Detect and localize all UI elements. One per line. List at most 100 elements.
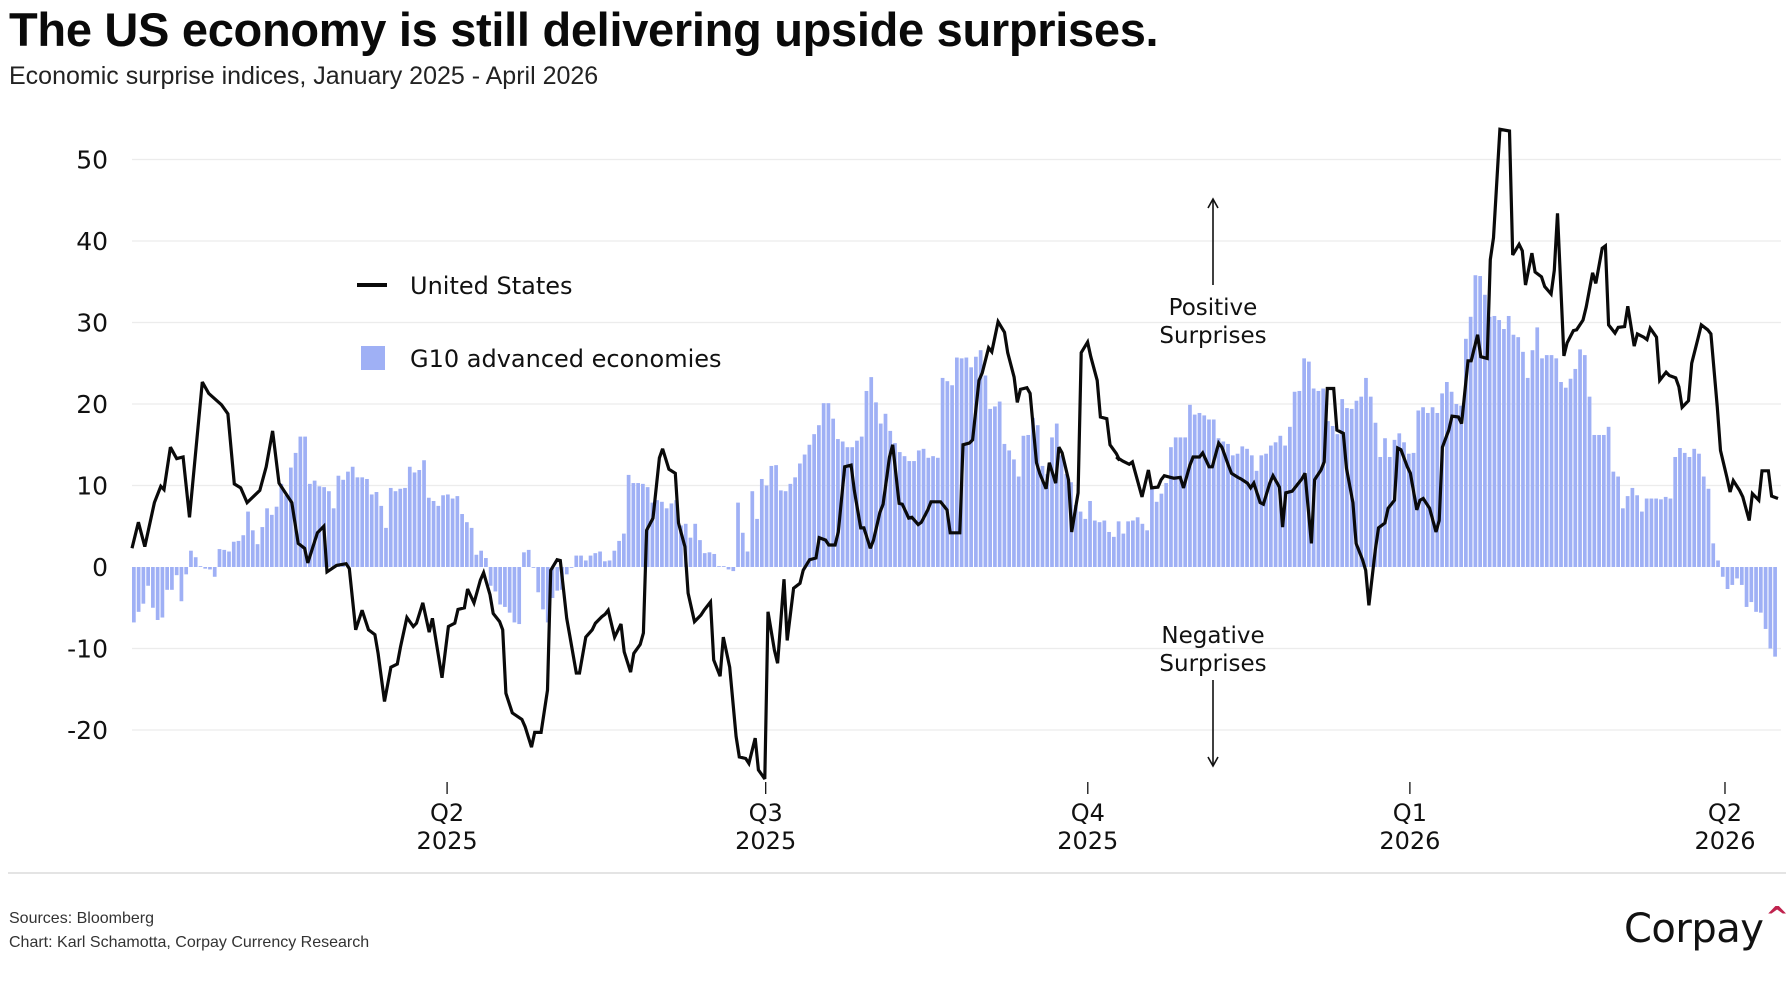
g10-bar <box>564 567 569 575</box>
y-tick-label: -20 <box>67 716 108 745</box>
g10-bar <box>417 470 422 567</box>
g10-bar <box>1307 361 1311 567</box>
g10-bar <box>926 457 931 567</box>
g10-bar <box>1268 445 1273 567</box>
g10-bar <box>284 495 288 567</box>
logo-wordmark: Corpay <box>1624 906 1764 952</box>
g10-bar <box>193 557 198 567</box>
g10-bar <box>1616 476 1620 567</box>
g10-bar <box>878 423 883 567</box>
g10-bar <box>1107 531 1111 568</box>
g10-bar <box>1649 498 1654 567</box>
g10-bar <box>726 567 731 570</box>
g10-bar <box>740 532 745 567</box>
g10-bar <box>1245 448 1249 567</box>
g10-bar <box>1430 407 1435 567</box>
g10-bar <box>488 567 493 586</box>
g10-bar <box>1335 434 1340 567</box>
g10-bar <box>431 500 436 568</box>
g10-bar <box>1326 421 1330 567</box>
g10-bar <box>1573 368 1578 567</box>
g10-bar <box>436 505 441 568</box>
g10-bar <box>1406 453 1411 567</box>
g10-bar <box>1078 511 1083 567</box>
g10-bar <box>1002 443 1007 567</box>
g10-bar <box>693 523 698 567</box>
positive-label-line2: Surprises <box>1159 323 1266 349</box>
g10-bar <box>798 463 802 567</box>
g10-bar <box>897 452 902 567</box>
g10-bar <box>1449 391 1454 567</box>
g10-bar <box>365 478 369 567</box>
g10-bar <box>574 555 579 567</box>
subtitle-lead: Economic surprise indices, <box>9 62 307 90</box>
g10-bar <box>1088 500 1092 568</box>
g10-bar <box>698 540 702 567</box>
g10-bar <box>1487 316 1492 567</box>
g10-bar <box>1169 447 1173 567</box>
g10-bar <box>208 567 212 570</box>
g10-bar <box>1635 495 1639 567</box>
legend-g10-bar-swatch <box>361 346 385 370</box>
x-tick-year-label: 2025 <box>735 827 796 855</box>
g10-bar <box>1240 446 1245 567</box>
g10-bar <box>146 567 150 586</box>
positive-surprises-annotation: Positive Surprises <box>1159 197 1267 349</box>
g10-bar <box>1758 567 1763 613</box>
g10-bar <box>379 505 384 568</box>
g10-bar <box>1254 470 1259 567</box>
g10-bar <box>569 567 574 568</box>
g10-bar <box>132 567 136 623</box>
x-tick-quarter-label: Q1 <box>1393 799 1427 827</box>
g10-bar <box>331 508 336 567</box>
g10-bar <box>888 430 893 567</box>
g10-bar <box>1720 567 1725 577</box>
g10-bar <box>407 466 412 567</box>
g10-bar <box>859 436 864 567</box>
g10-bar <box>1012 459 1016 567</box>
g10-bar <box>993 406 997 567</box>
g10-bar <box>279 483 284 567</box>
g10-bar <box>355 477 360 567</box>
g10-bar <box>1216 438 1221 567</box>
x-tick-quarter-label: Q3 <box>749 799 783 827</box>
g10-bar <box>1630 487 1635 567</box>
g10-bar <box>1511 334 1516 568</box>
g10-bar <box>1739 567 1744 585</box>
g10-bar <box>621 533 626 567</box>
g10-bar <box>1411 452 1416 567</box>
g10-bar <box>1073 505 1078 567</box>
g10-bar <box>783 491 788 567</box>
g10-bar <box>636 483 640 568</box>
g10-bar <box>983 375 988 568</box>
g10-bar <box>845 447 850 567</box>
g10-bar <box>1316 390 1321 567</box>
g10-bar <box>1178 437 1183 567</box>
g10-bar <box>1644 498 1649 567</box>
y-tick-label: 10 <box>76 472 108 501</box>
g10-bar <box>1621 508 1625 567</box>
g10-bar <box>1364 377 1368 567</box>
g10-bar <box>388 487 393 567</box>
g10-bar <box>455 496 460 568</box>
g10-bar <box>660 501 664 567</box>
g10-bar <box>907 461 912 567</box>
g10-bar <box>141 567 146 604</box>
legend: United States G10 advanced economies <box>357 272 722 373</box>
positive-label-line1: Positive <box>1169 295 1258 321</box>
g10-bar <box>997 401 1002 567</box>
g10-bar <box>441 495 445 567</box>
logo-caret-icon: ^ <box>1765 900 1787 933</box>
g10-bar <box>916 450 921 567</box>
g10-bar <box>807 444 812 567</box>
g10-bar <box>484 558 488 567</box>
g10-bar <box>721 566 726 567</box>
g10-bar <box>755 518 759 567</box>
g10-bar <box>1021 435 1026 567</box>
g10-bar <box>246 511 250 567</box>
g10-bar <box>836 439 840 567</box>
g10-bar <box>1678 448 1682 567</box>
g10-bar <box>1249 455 1254 568</box>
g10-bar <box>655 500 659 567</box>
